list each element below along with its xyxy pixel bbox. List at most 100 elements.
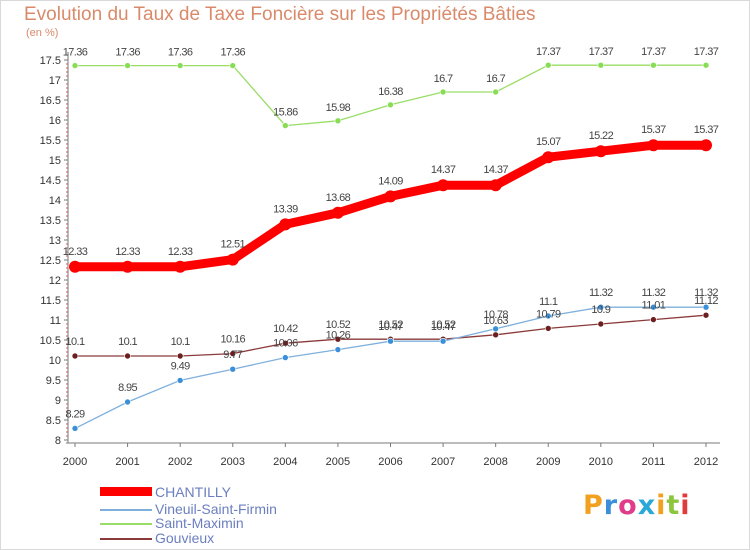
data-label-chantilly: 12.33 [168, 246, 193, 258]
y-minor-tick [66, 323, 68, 325]
data-label-gouvieux: 10.1 [65, 336, 84, 348]
y-minor-tick [66, 227, 68, 229]
logo-letter: x [637, 490, 657, 521]
data-point-chantilly [226, 253, 239, 266]
data-point-saint-maximin [702, 61, 710, 69]
legend-label-saint-maximin: Saint-Maximin [155, 515, 244, 531]
y-minor-tick [66, 211, 68, 213]
y-minor-tick [66, 167, 68, 169]
data-label-chantilly: 12.33 [63, 246, 88, 258]
logo-letter: t [666, 490, 681, 521]
data-label-chantilly: 14.09 [378, 175, 403, 187]
data-label-gouvieux: 11.12 [694, 295, 718, 307]
data-label-chantilly: 12.33 [115, 246, 140, 258]
y-tick-label: 8.5 [46, 415, 61, 427]
data-point-chantilly [69, 260, 81, 273]
y-minor-tick [66, 95, 68, 97]
y-minor-tick [66, 71, 68, 73]
y-minor-tick [66, 411, 68, 413]
x-tick-label: 2001 [115, 456, 139, 468]
data-label-vineuil-saint-firmin: 11.32 [589, 287, 613, 299]
data-label-saint-maximin: 17.37 [641, 46, 666, 58]
data-point-vineuil-saint-firmin [176, 377, 184, 384]
x-tick-label: 2007 [431, 456, 455, 468]
data-point-vineuil-saint-firmin [282, 354, 289, 361]
y-tick-label: 9.5 [46, 375, 61, 387]
y-minor-tick [66, 131, 68, 133]
data-point-saint-maximin [334, 117, 342, 125]
y-minor-tick [66, 407, 68, 409]
data-point-gouvieux [597, 320, 605, 328]
chart-title: Evolution du Taux de Taxe Foncière sur l… [24, 4, 536, 25]
legend-label-chantilly: CHANTILLY [155, 484, 231, 500]
y-minor-tick [66, 267, 68, 269]
y-minor-tick [66, 63, 68, 65]
logo-letter: i [656, 490, 667, 521]
y-minor-tick [66, 331, 68, 333]
y-minor-tick [66, 127, 68, 129]
data-label-gouvieux: 10.52 [431, 319, 456, 331]
data-label-chantilly: 14.37 [431, 164, 456, 176]
data-label-gouvieux: 10.63 [483, 315, 508, 327]
y-minor-tick [66, 231, 68, 233]
y-tick-label: 11 [50, 315, 61, 327]
y-minor-tick [66, 335, 68, 337]
y-minor-tick [66, 351, 68, 353]
series-layer [69, 61, 712, 432]
data-point-saint-maximin [176, 62, 184, 69]
data-point-saint-maximin [650, 61, 657, 69]
data-point-vineuil-saint-firmin [71, 425, 79, 432]
data-label-chantilly: 13.68 [326, 192, 351, 204]
y-minor-tick [66, 175, 68, 177]
y-minor-tick [66, 391, 68, 393]
y-minor-tick [66, 183, 68, 185]
y-minor-tick [66, 91, 68, 93]
data-label-chantilly: 15.22 [589, 130, 614, 142]
data-point-saint-maximin [229, 62, 237, 69]
data-label-gouvieux: 10.52 [326, 319, 351, 331]
data-point-vineuil-saint-firmin [492, 325, 499, 333]
logo-letter: i [680, 490, 691, 521]
y-tick-label: 13.5 [40, 215, 61, 227]
y-tick-label: 10 [49, 355, 61, 367]
y-minor-tick [66, 103, 68, 105]
data-label-chantilly: 15.37 [694, 124, 719, 136]
data-point-gouvieux [176, 352, 184, 360]
y-tick-label: 14 [49, 195, 61, 207]
y-minor-tick [66, 355, 68, 357]
data-label-vineuil-saint-firmin: 10.47 [431, 321, 456, 333]
y-minor-tick [66, 151, 68, 153]
x-tick-label: 2011 [642, 456, 666, 468]
x-tick-label: 2003 [221, 456, 245, 468]
y-minor-tick [66, 243, 68, 245]
logo-letter: P [583, 490, 604, 521]
data-label-vineuil-saint-firmin: 11.32 [642, 287, 666, 299]
y-minor-tick [66, 431, 68, 433]
y-minor-tick [66, 423, 68, 425]
y-minor-tick [66, 83, 68, 85]
y-minor-tick [66, 307, 68, 309]
y-tick-label: 11.5 [40, 295, 61, 307]
data-point-chantilly [279, 218, 292, 231]
x-tick-label: 2000 [63, 456, 87, 468]
data-point-vineuil-saint-firmin [229, 365, 237, 373]
y-minor-tick [66, 115, 68, 117]
y-tick-label: 15.5 [40, 135, 61, 147]
data-point-gouvieux [71, 352, 79, 360]
y-tick-label: 12.5 [40, 255, 61, 267]
data-label-saint-maximin: 16.38 [378, 86, 403, 98]
y-minor-tick [66, 251, 68, 253]
data-point-gouvieux [282, 339, 289, 347]
y-minor-tick [66, 303, 68, 305]
data-label-chantilly: 13.39 [273, 203, 298, 215]
data-label-chantilly: 12.51 [220, 239, 245, 251]
y-minor-tick [66, 347, 68, 349]
y-minor-tick [66, 383, 68, 385]
data-point-vineuil-saint-firmin [597, 303, 605, 311]
data-point-saint-maximin [597, 61, 605, 69]
data-point-vineuil-saint-firmin [124, 398, 131, 406]
data-point-chantilly [594, 145, 607, 158]
y-minor-tick [66, 283, 68, 285]
data-point-gouvieux [492, 331, 499, 339]
data-point-saint-maximin [439, 88, 447, 96]
